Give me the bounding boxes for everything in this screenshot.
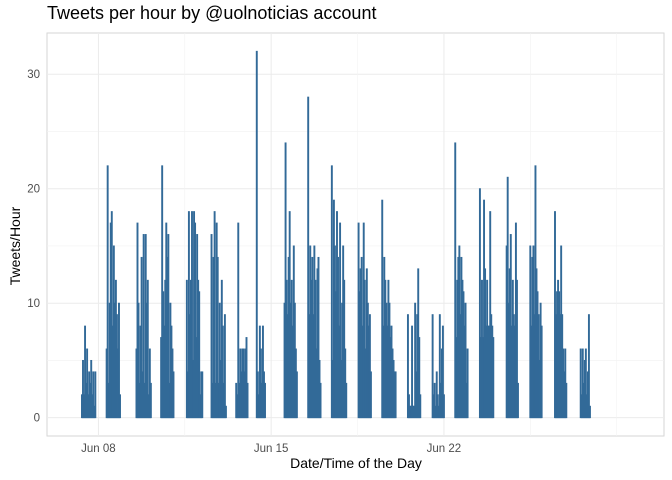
bar [140,256,143,419]
bar [82,359,84,419]
bar [345,382,348,419]
bar [86,348,89,419]
bar [237,222,240,419]
bar [411,325,414,419]
bar [369,371,372,419]
bar [172,371,175,419]
bar [431,314,434,419]
bar [295,371,298,419]
bar [213,211,216,419]
bar [319,382,322,419]
bar [317,256,320,419]
bar [419,394,422,419]
bar [381,199,384,419]
y-tick-label: 30 [27,69,40,81]
bar [506,176,509,419]
bar [466,348,469,419]
bars-layer [80,50,591,419]
bar [368,314,371,419]
bar [194,222,197,419]
bar [92,371,95,419]
bar [433,382,436,419]
bar [307,96,310,419]
bar [454,142,457,419]
bar [406,314,409,419]
bar [106,165,109,419]
x-tick-label: Jun 22 [427,443,462,455]
bar [565,382,568,419]
bar [339,222,342,419]
bar [84,325,87,419]
bar [587,314,590,419]
bar [119,394,121,419]
bar [245,337,248,419]
bar [149,382,152,419]
bar [579,348,582,419]
bar [216,256,219,419]
x-tick-label: Jun 15 [254,443,289,455]
y-tick-label: 0 [34,413,40,425]
bar [224,405,227,419]
axis-ticks-layer: 0 10 20 30 Jun 08 Jun 15 Jun 22 [27,69,461,455]
bar [223,314,226,419]
y-tick-label: 20 [27,184,40,196]
bar [246,382,249,419]
x-axis-label: Date/Time of the Day [290,455,422,471]
bar [94,371,97,419]
bar [478,188,481,419]
bar [464,302,467,419]
bar [210,234,213,419]
bar [414,302,417,419]
bar [185,279,188,419]
chart-title: Tweets per hour by @uolnoticias account [47,3,377,23]
bar [142,234,145,419]
bar [517,382,519,419]
bar [191,211,193,419]
bar [90,359,93,419]
plot-panel [46,32,665,437]
bar [442,394,445,419]
bar [118,302,120,419]
bar [330,165,333,419]
x-tick-label: Jun 08 [81,443,116,455]
y-tick-label: 10 [27,298,40,310]
bar [438,314,441,419]
bar [198,291,201,419]
bar [588,405,591,419]
y-axis-label: Tweets/Hour [7,206,23,286]
bar [255,50,258,419]
bar [137,302,140,419]
bar [394,371,397,419]
bar [540,325,543,419]
bar [110,211,113,419]
bar [492,337,495,419]
bar [584,348,587,419]
bar [201,371,204,419]
bar [418,337,421,419]
bar [146,279,149,419]
bar [167,234,170,419]
bar [515,279,518,419]
bar [221,325,224,419]
bar [441,325,444,419]
bar [264,382,266,419]
